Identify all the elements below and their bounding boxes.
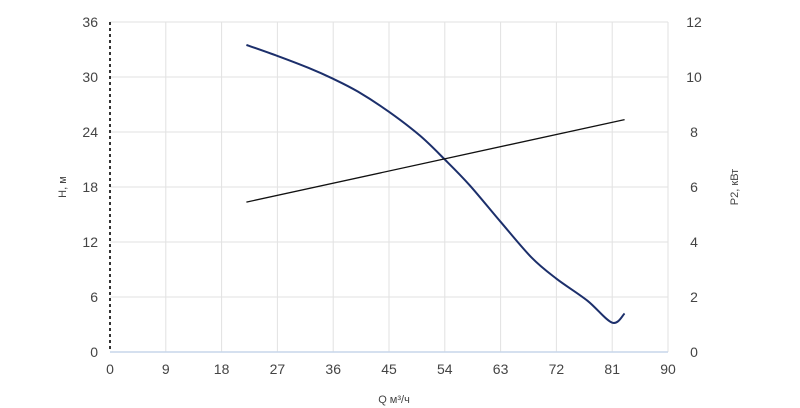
x-tick-label: 0: [106, 361, 114, 377]
power-curve-line: [246, 118, 625, 203]
x-tick-label: 36: [325, 361, 341, 377]
x-tick-label: 9: [162, 361, 170, 377]
x-axis-title: Q м³/ч: [378, 394, 410, 406]
y-left-axis-title: H, м: [57, 176, 69, 198]
x-tick-label: 18: [214, 361, 230, 377]
x-tick-label: 45: [381, 361, 397, 377]
x-tick-label: 54: [437, 361, 453, 377]
y-right-tick-label: 10: [686, 69, 702, 85]
x-tick-label: 27: [270, 361, 286, 377]
x-tick-label: 90: [660, 361, 676, 377]
y-right-tick-label: 0: [690, 344, 698, 360]
y-right-tick-label: 2: [690, 289, 698, 305]
x-tick-label: 63: [493, 361, 509, 377]
y-right-axis-title: P2, кВт: [729, 169, 741, 205]
y-left-tick-label: 0: [90, 344, 98, 360]
y-left-tick-label: 30: [82, 69, 98, 85]
head-curve-line: [246, 43, 626, 324]
y-left-tick-label: 18: [82, 179, 98, 195]
grid-layer: [110, 21, 669, 352]
x-tick-label: 81: [604, 361, 620, 377]
axis-layer: [109, 22, 668, 353]
x-tick-label: 72: [549, 361, 565, 377]
y-left-tick-label: 6: [90, 289, 98, 305]
y-right-tick-label: 6: [690, 179, 698, 195]
y-left-tick-label: 24: [82, 124, 98, 140]
y-right-tick-label: 12: [686, 14, 702, 30]
y-right-tick-label: 8: [690, 124, 698, 140]
y-left-tick-label: 12: [82, 234, 98, 250]
series-layer: [246, 43, 626, 324]
y-right-tick-label: 4: [690, 234, 698, 250]
label-layer: 0 9 18 27 36 45 54 63 72 81 9006121824303602468101…: [57, 14, 741, 406]
y-left-tick-label: 36: [82, 14, 98, 30]
